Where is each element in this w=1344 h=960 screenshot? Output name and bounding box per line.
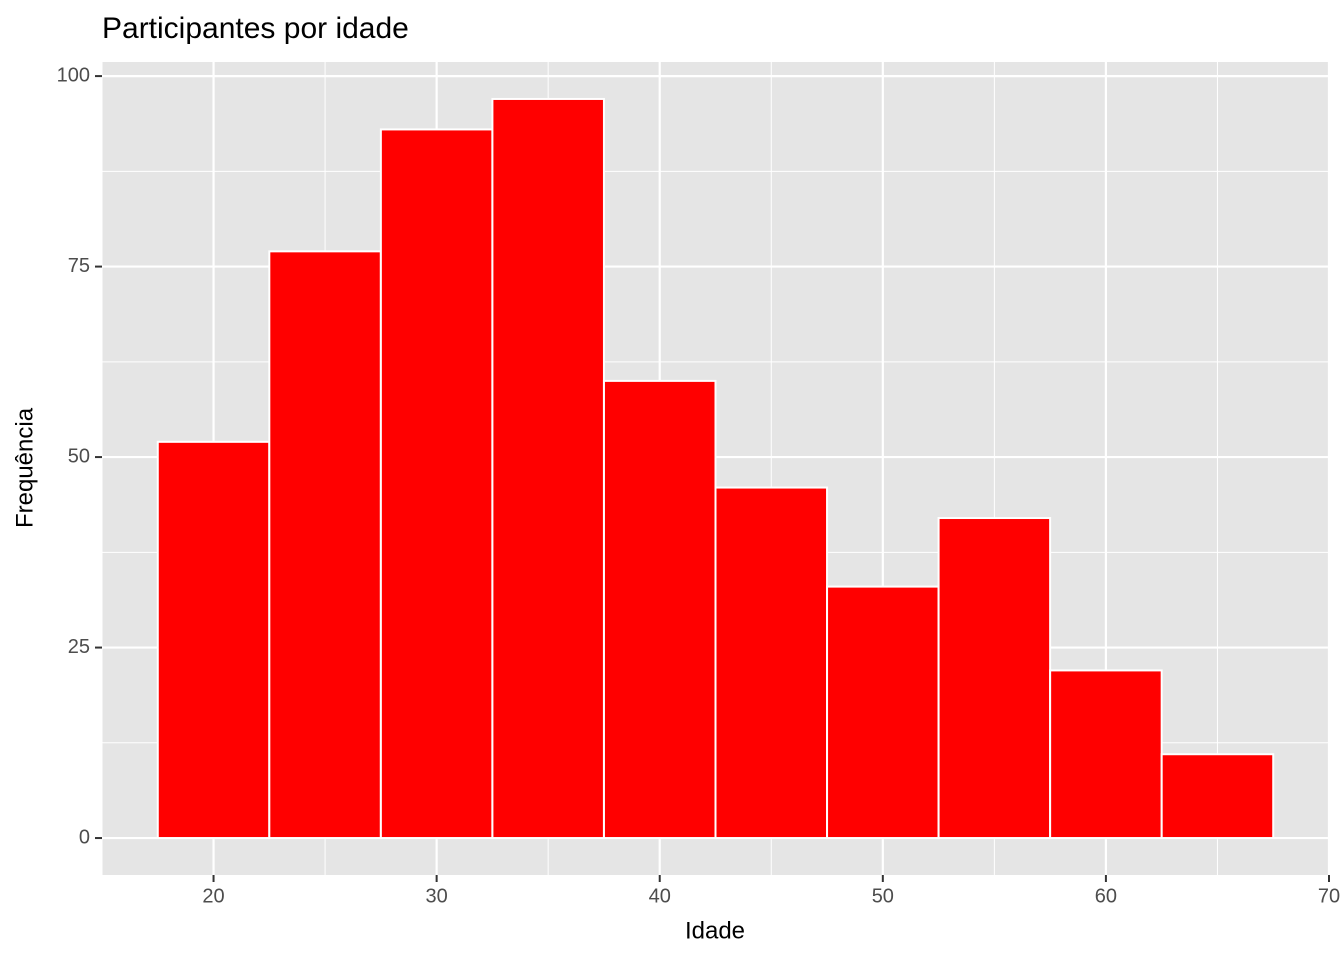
bar <box>602 379 717 840</box>
y-tick-label: 25 <box>68 636 90 658</box>
bar <box>1049 669 1163 840</box>
bar <box>826 585 940 840</box>
x-tick-label: 60 <box>1095 885 1117 907</box>
chart-title: Participantes por idade <box>102 12 409 45</box>
x-axis-label: Idade <box>685 917 745 944</box>
x-tick-label: 70 <box>1318 885 1340 907</box>
y-tick-label: 75 <box>68 255 90 277</box>
bar <box>156 440 271 840</box>
x-tick-label: 50 <box>872 885 894 907</box>
y-tick-label: 100 <box>57 64 90 86</box>
x-tick-label: 30 <box>426 885 448 907</box>
bar <box>1160 753 1275 840</box>
bar <box>268 250 382 840</box>
x-tick-label: 40 <box>649 885 671 907</box>
bar <box>937 517 1052 840</box>
x-tick-label: 20 <box>202 885 224 907</box>
y-tick-label: 50 <box>68 445 90 467</box>
bar <box>491 97 605 840</box>
bar <box>379 128 494 840</box>
y-tick-label: 0 <box>79 826 90 848</box>
bar <box>714 486 829 840</box>
y-axis-label: Frequência <box>11 407 38 528</box>
